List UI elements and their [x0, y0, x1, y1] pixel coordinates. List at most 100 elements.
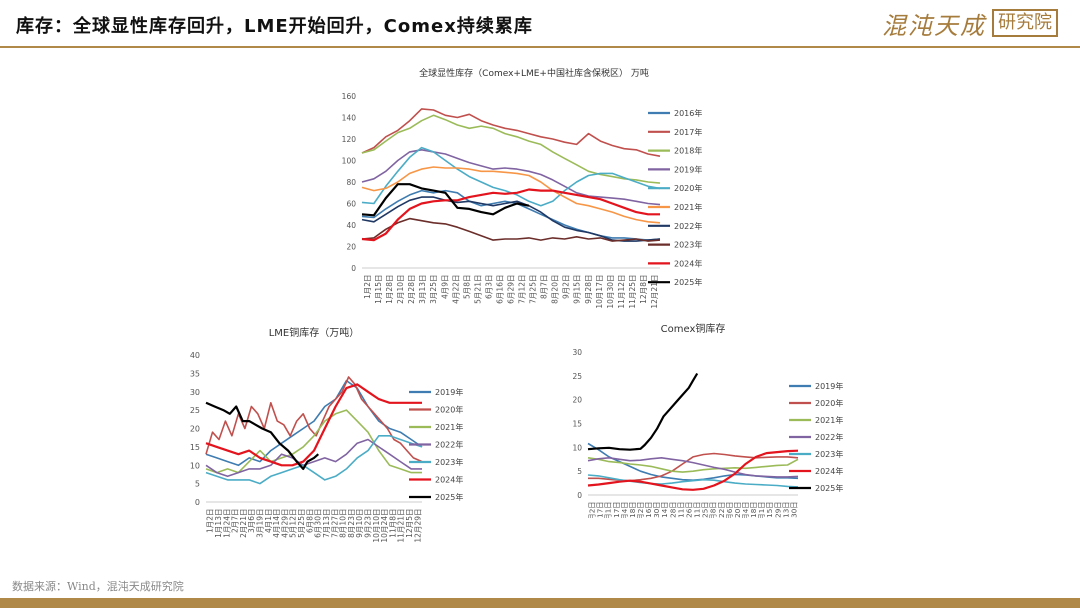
- y-tick-label: 15: [190, 443, 200, 452]
- y-tick-label: 0: [195, 498, 200, 507]
- y-tick-label: 40: [190, 351, 200, 360]
- page-header: 库存：全球显性库存回升，LME开始回升，Comex持续累库 混沌天成 研究院: [0, 0, 1080, 48]
- series-line-2021年: [361, 166, 661, 224]
- x-tick-label: 5月28日: [668, 502, 677, 519]
- legend-label: 2025年: [435, 492, 463, 502]
- y-tick-label: 30: [572, 348, 582, 357]
- x-tick-label: 5月25日: [297, 509, 306, 538]
- series-line-2023年: [205, 435, 423, 485]
- x-tick-label: 1月15日: [374, 275, 383, 304]
- x-tick-label: 10月10日: [372, 509, 381, 543]
- x-tick-label: 7月25日: [529, 275, 538, 304]
- series-line-2023年: [587, 474, 799, 488]
- x-tick-label: 1月2日: [363, 275, 372, 300]
- legend-label: 2020年: [674, 183, 702, 193]
- x-tick-label: 4月1日: [264, 509, 273, 534]
- y-tick-label: 15: [572, 420, 582, 429]
- brand-name: 混沌天成: [882, 11, 986, 40]
- x-tick-label: 11月21日: [397, 509, 406, 543]
- x-tick-label: 9月20日: [733, 502, 742, 519]
- legend-label: 2021年: [815, 415, 843, 425]
- x-tick-label: 5月12日: [289, 509, 298, 538]
- chart-lme-inventory: LME铜库存（万吨） 0 5 10 15 20 25 30 35 40 1月2日 1月13日 1月24日…: [190, 326, 464, 543]
- x-tick-label: 7月12日: [518, 275, 527, 304]
- x-tick-label: 11月1日: [757, 502, 766, 519]
- x-tick-label: 7月13日: [322, 509, 331, 538]
- x-tick-label: 3月18日: [628, 502, 637, 519]
- series-line-2022年: [587, 457, 799, 478]
- x-tick-label: 12月13日: [781, 502, 790, 519]
- x-tick-label: 3月19日: [256, 509, 265, 538]
- legend-label: 2017年: [674, 127, 702, 137]
- x-tick-label: 9月6日: [725, 502, 734, 519]
- x-tick-label: 1月24日: [222, 509, 231, 538]
- x-tick-label: 8月22日: [717, 502, 726, 519]
- x-tick-label: 2月10日: [396, 275, 405, 304]
- y-tick-label: 10: [190, 461, 200, 470]
- x-tick-label: 8月23日: [347, 509, 356, 538]
- x-tick-label: 2月17日: [612, 502, 621, 519]
- legend-label: 2022年: [674, 221, 702, 231]
- x-tick-label: 4月22日: [451, 275, 460, 304]
- source-note: 数据来源：Wind，混沌天成研究院: [12, 580, 184, 593]
- x-tick-label: 5月21日: [473, 275, 482, 304]
- legend-label: 2024年: [815, 466, 843, 476]
- y-tick-label: 160: [342, 92, 357, 101]
- x-tick-label: 5月8日: [462, 275, 471, 300]
- series-line-2024年: [205, 383, 422, 467]
- header-divider: [0, 46, 1080, 48]
- x-tick-label: 8月8日: [709, 502, 718, 519]
- y-tick-label: 0: [351, 264, 356, 273]
- legend-label: 2023年: [435, 457, 463, 467]
- series-line-2024年: [361, 188, 660, 242]
- x-tick-label: 4月16日: [644, 502, 653, 519]
- footer-bar: [0, 598, 1080, 608]
- legend-label: 2022年: [815, 432, 843, 442]
- x-tick-label: 1月28日: [385, 275, 394, 304]
- y-tick-label: 20: [572, 396, 582, 405]
- x-tick-label: 4月29日: [280, 509, 289, 538]
- y-tick-label: 0: [577, 491, 582, 500]
- x-tick-label: 11月12日: [617, 275, 626, 309]
- y-tick-label: 5: [577, 467, 582, 476]
- y-tick-label: 30: [190, 388, 200, 397]
- legend-label: 2023年: [674, 240, 702, 250]
- x-tick-label: 6月29日: [507, 275, 516, 304]
- x-tick-label: 2月21日: [239, 509, 248, 538]
- legend-label: 2025年: [815, 483, 843, 493]
- x-tick-label: 7月25日: [701, 502, 710, 519]
- x-tick-label: 3月25日: [429, 275, 438, 304]
- legend-label: 2022年: [435, 440, 463, 450]
- series-line-2019年: [205, 379, 423, 467]
- x-tick-label: 4月9日: [440, 275, 449, 300]
- series-line-2017年: [361, 108, 661, 157]
- x-tick-label: 6月11日: [676, 502, 685, 519]
- x-tick-label: 6月16日: [495, 275, 504, 304]
- x-tick-label: 1月2日: [588, 502, 597, 519]
- x-tick-label: 11月8日: [388, 509, 397, 538]
- x-tick-label: 12月8日: [639, 275, 648, 304]
- y-tick-label: 60: [346, 200, 356, 209]
- series-line-2021年: [587, 457, 799, 473]
- x-tick-label: 9月23日: [364, 509, 373, 538]
- legend-label: 2019年: [815, 381, 843, 391]
- series-line-2025年: [361, 183, 530, 217]
- series-line-2023年: [361, 217, 661, 242]
- legend-label: 2023年: [815, 449, 843, 459]
- x-tick-label: 7月27日: [330, 509, 339, 538]
- series-line-2021年: [205, 409, 422, 474]
- legend-label: 2016年: [674, 108, 702, 118]
- legend-label: 2020年: [815, 398, 843, 408]
- x-tick-label: 9月15日: [573, 275, 582, 304]
- x-tick-label: 4月2日: [636, 502, 645, 519]
- x-tick-label: 3月13日: [418, 275, 427, 304]
- series-line-2019年: [361, 149, 661, 206]
- x-tick-label: 6月8日: [305, 509, 314, 534]
- chart-global-inventory: 全球显性库存（Comex+LME+中国社库含保税区） 万吨 0 20 40 60 80 10…: [342, 67, 703, 309]
- legend-label: 2024年: [674, 258, 702, 268]
- legend-label: 2019年: [435, 387, 463, 397]
- x-tick-label: 9月28日: [584, 275, 593, 304]
- chart-title: 全球显性库存（Comex+LME+中国社库含保税区） 万吨: [419, 67, 649, 79]
- x-tick-label: 12月5日: [405, 509, 414, 538]
- legend-label: 2025年: [674, 277, 702, 287]
